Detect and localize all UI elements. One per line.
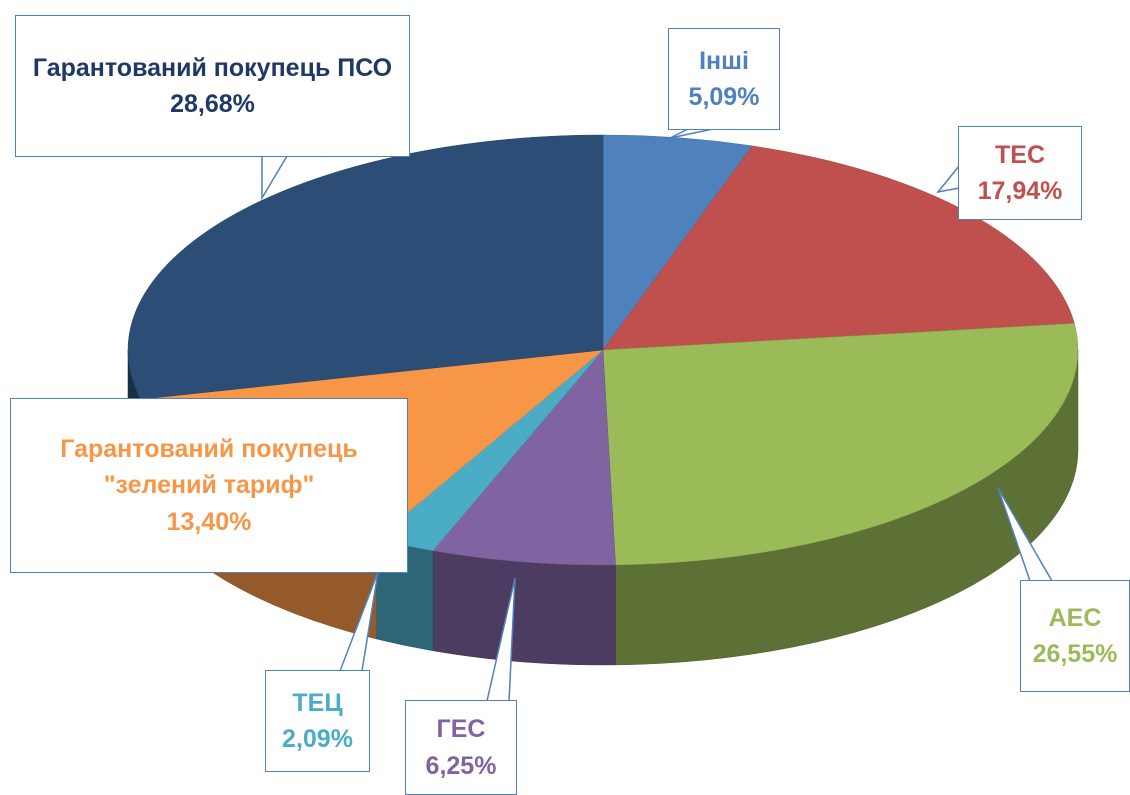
label-name: Гарантований покупець ПСО [32, 53, 393, 82]
label-name: Інші [699, 46, 749, 75]
data-label: ТЕЦ 2,09% [265, 670, 370, 772]
pie-slice-side [432, 550, 616, 666]
label-value: 26,55% [1032, 640, 1118, 668]
label-value: 2,09% [282, 725, 353, 753]
data-label: Гарантований покупець "зелений тариф" 13,… [10, 398, 408, 573]
label-name: АЕС [1048, 603, 1102, 632]
label-value: 5,09% [688, 83, 760, 111]
callout-pointer [669, 128, 714, 139]
pie-slice [602, 323, 1079, 566]
callout-pointer [936, 163, 960, 194]
label-value: 17,94% [977, 177, 1063, 205]
label-name: ТЕЦ [292, 688, 343, 717]
data-label: Інші 5,09% [668, 28, 780, 130]
label-name: ГЕС [436, 715, 486, 744]
pie-slice [602, 134, 753, 351]
data-label: ГЕС 6,25% [405, 700, 517, 795]
label-value: 6,25% [425, 751, 497, 780]
label-name: Гарантований покупець "зелений тариф" [60, 435, 358, 500]
pie-slice [127, 134, 604, 400]
label-value: 28,68% [170, 90, 255, 118]
data-label: Гарантований покупець ПСО 28,68% [15, 15, 410, 157]
label-value: 13,40% [166, 507, 252, 536]
data-label: ТЕС 17,94% [958, 126, 1082, 220]
data-label: АЕС 26,55% [1020, 580, 1130, 692]
label-name: ТЕС [995, 140, 1045, 169]
pie-slice [432, 349, 616, 566]
